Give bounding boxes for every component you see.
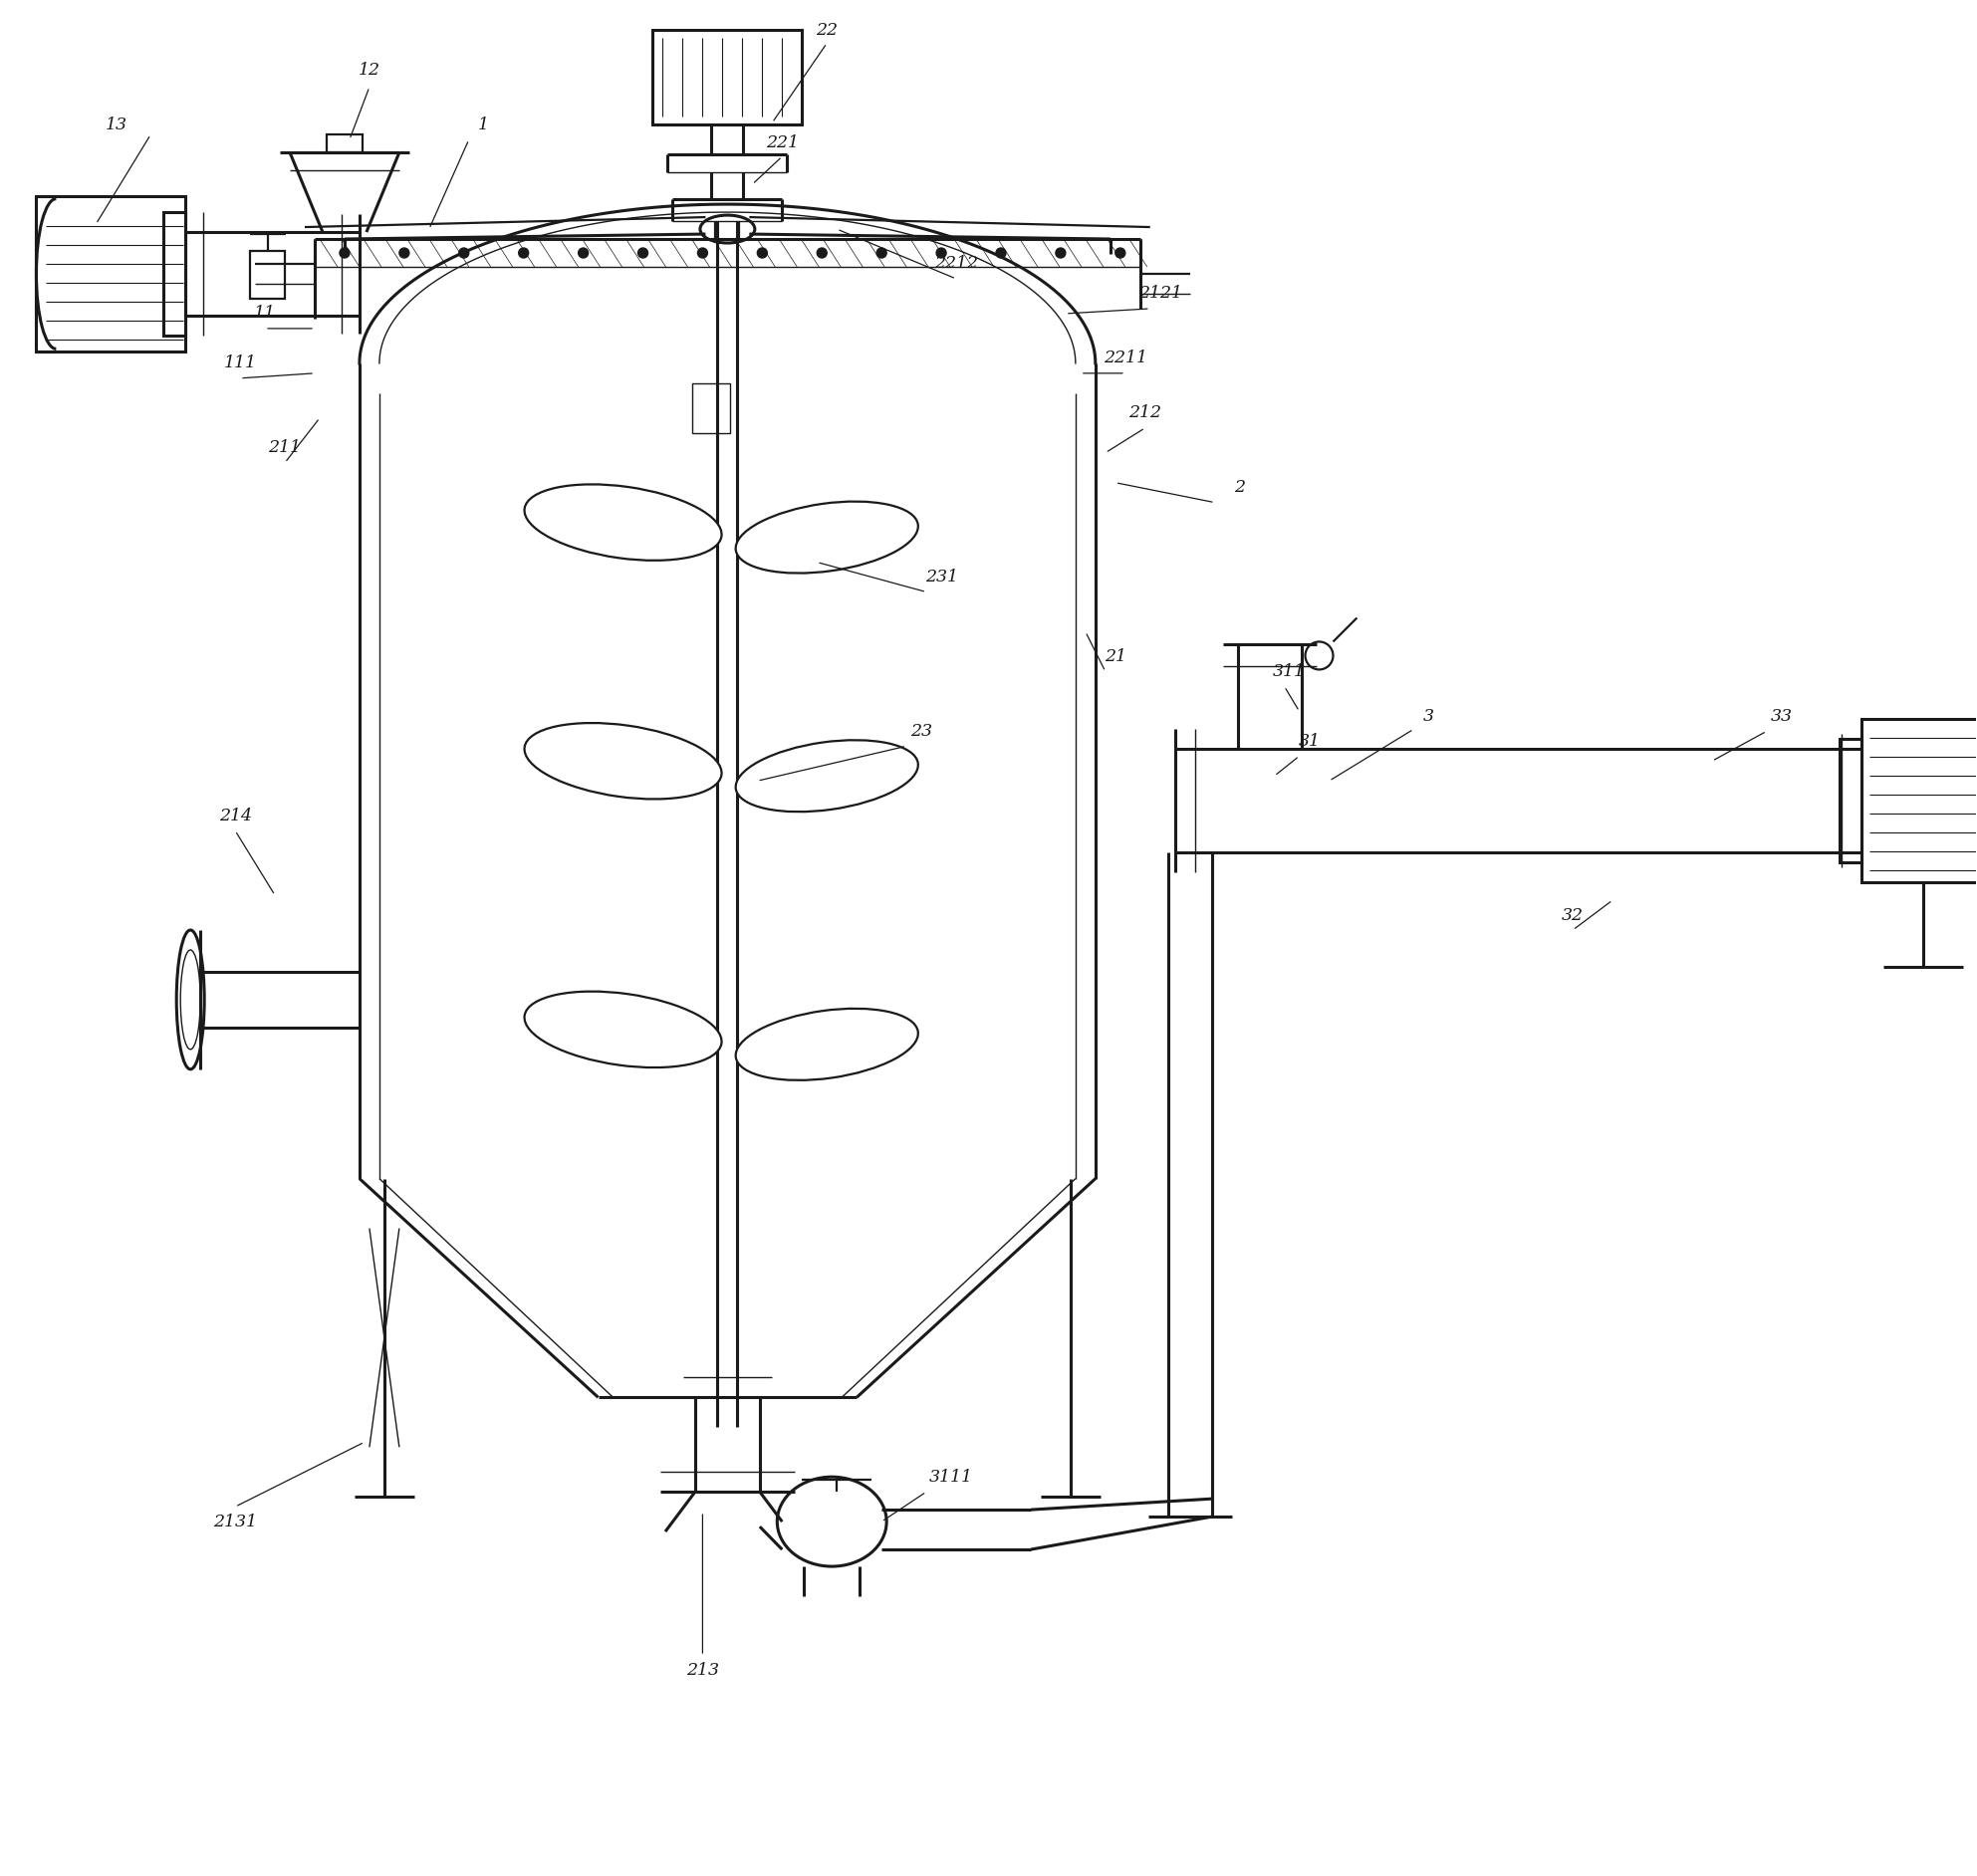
- Ellipse shape: [700, 216, 755, 244]
- Text: 311: 311: [1273, 662, 1305, 679]
- Bar: [326, 135, 362, 152]
- Text: 2212: 2212: [935, 255, 979, 272]
- Text: 111: 111: [223, 355, 257, 371]
- Ellipse shape: [735, 501, 917, 574]
- Text: 211: 211: [269, 439, 301, 456]
- Ellipse shape: [735, 1009, 917, 1081]
- Text: 221: 221: [765, 133, 799, 152]
- Circle shape: [459, 248, 469, 257]
- Text: 212: 212: [1129, 405, 1162, 422]
- Circle shape: [757, 248, 767, 257]
- Text: 213: 213: [686, 1662, 720, 1679]
- Bar: [36, 197, 186, 351]
- Circle shape: [698, 248, 708, 257]
- Ellipse shape: [735, 741, 917, 812]
- Circle shape: [876, 248, 886, 257]
- Text: 2121: 2121: [1139, 285, 1182, 302]
- Circle shape: [518, 248, 528, 257]
- Bar: [1839, 739, 1860, 863]
- Circle shape: [996, 248, 1006, 257]
- Text: 2131: 2131: [214, 1514, 257, 1531]
- Text: 214: 214: [219, 807, 251, 824]
- Circle shape: [937, 248, 947, 257]
- Text: 11: 11: [255, 306, 277, 323]
- Text: 12: 12: [358, 62, 380, 79]
- Text: 23: 23: [911, 722, 933, 739]
- Text: 21: 21: [1105, 647, 1127, 666]
- Text: 31: 31: [1299, 734, 1321, 750]
- Bar: [1860, 719, 1977, 882]
- Text: 22: 22: [817, 23, 838, 39]
- Bar: [249, 251, 285, 298]
- Circle shape: [399, 248, 409, 257]
- Text: 3: 3: [1423, 707, 1433, 724]
- Text: 32: 32: [1562, 906, 1584, 923]
- Circle shape: [1115, 248, 1125, 257]
- Ellipse shape: [1305, 642, 1332, 670]
- Text: 33: 33: [1771, 707, 1793, 724]
- Text: 13: 13: [105, 116, 127, 133]
- Ellipse shape: [524, 991, 722, 1067]
- Text: 2: 2: [1234, 478, 1246, 495]
- Text: 3111: 3111: [929, 1469, 973, 1486]
- Text: 1: 1: [478, 116, 488, 133]
- Ellipse shape: [524, 484, 722, 561]
- Ellipse shape: [524, 722, 722, 799]
- Circle shape: [639, 248, 648, 257]
- Bar: [692, 383, 730, 433]
- Text: 2211: 2211: [1103, 349, 1147, 368]
- Circle shape: [1056, 248, 1066, 257]
- Circle shape: [577, 248, 589, 257]
- Bar: [164, 212, 186, 336]
- Bar: [652, 30, 803, 124]
- Ellipse shape: [777, 1476, 886, 1566]
- Circle shape: [340, 248, 350, 257]
- Circle shape: [817, 248, 826, 257]
- Text: 231: 231: [925, 568, 957, 585]
